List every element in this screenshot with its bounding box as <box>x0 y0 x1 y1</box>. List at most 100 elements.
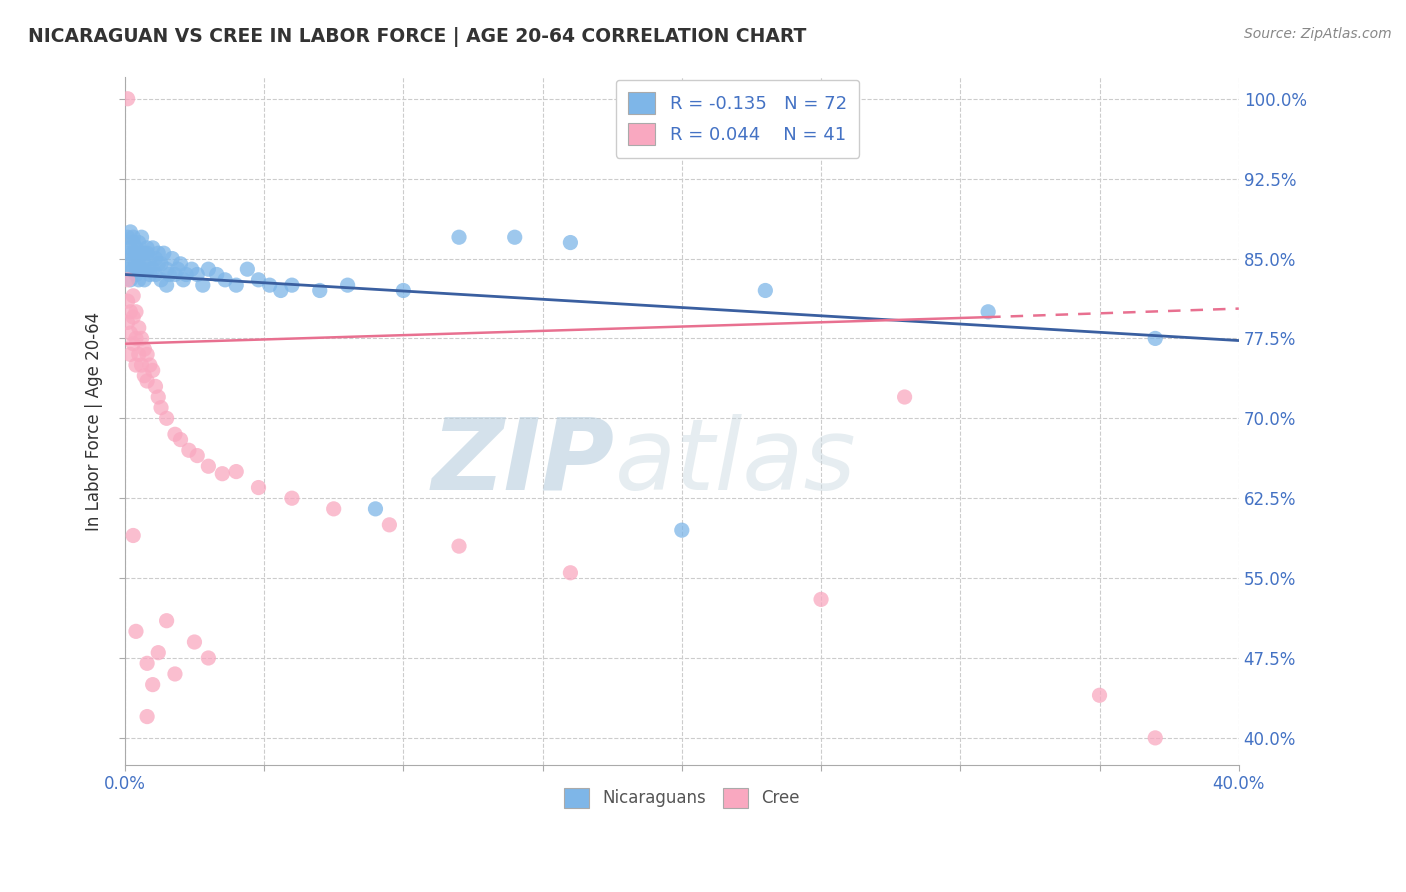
Point <box>122 310 145 325</box>
Point <box>174 268 197 282</box>
Point <box>308 284 330 298</box>
Point <box>128 252 150 266</box>
Point <box>281 278 304 293</box>
Point <box>117 92 139 106</box>
Point <box>392 284 415 298</box>
Point <box>120 347 142 361</box>
Point <box>155 278 177 293</box>
Point <box>122 262 145 277</box>
Point <box>163 268 186 282</box>
Point <box>197 459 219 474</box>
Point <box>1144 731 1167 745</box>
Point <box>125 246 148 260</box>
Point <box>1088 688 1111 702</box>
Point <box>131 230 153 244</box>
Point <box>378 517 401 532</box>
Point <box>125 241 148 255</box>
Text: Source: ZipAtlas.com: Source: ZipAtlas.com <box>1244 27 1392 41</box>
Point <box>117 315 139 329</box>
Point <box>148 257 170 271</box>
Point <box>447 539 470 553</box>
Point <box>125 624 148 639</box>
Text: NICARAGUAN VS CREE IN LABOR FORCE | AGE 20-64 CORRELATION CHART: NICARAGUAN VS CREE IN LABOR FORCE | AGE … <box>28 27 807 46</box>
Point <box>136 709 159 723</box>
Point <box>120 326 142 340</box>
Point <box>145 268 167 282</box>
Point <box>155 614 177 628</box>
Point <box>117 230 139 244</box>
Point <box>148 246 170 260</box>
Point <box>186 449 208 463</box>
Point <box>125 358 148 372</box>
Point <box>150 401 173 415</box>
Point <box>364 501 387 516</box>
Point <box>336 278 359 293</box>
Point <box>503 230 526 244</box>
Point <box>125 257 148 271</box>
Point <box>205 268 228 282</box>
Point <box>136 657 159 671</box>
Point <box>136 262 159 277</box>
Point <box>120 225 142 239</box>
Point <box>447 230 470 244</box>
Point <box>148 390 170 404</box>
Point <box>145 379 167 393</box>
Point <box>148 646 170 660</box>
Point <box>122 246 145 260</box>
Point <box>142 678 165 692</box>
Point <box>117 246 139 260</box>
Point <box>120 273 142 287</box>
Legend: Nicaraguans, Cree: Nicaraguans, Cree <box>557 780 806 814</box>
Point <box>163 667 186 681</box>
Point <box>125 331 148 345</box>
Point <box>197 651 219 665</box>
Point <box>120 241 142 255</box>
Point <box>155 262 177 277</box>
Point <box>977 305 1000 319</box>
Point <box>139 268 162 282</box>
Point <box>259 278 281 293</box>
Point <box>236 262 259 277</box>
Point <box>560 566 582 580</box>
Point <box>172 273 194 287</box>
Point <box>139 252 162 266</box>
Point <box>155 411 177 425</box>
Point <box>122 289 145 303</box>
Point <box>128 273 150 287</box>
Point <box>1144 331 1167 345</box>
Point <box>134 368 156 383</box>
Point <box>169 257 191 271</box>
Point <box>122 252 145 266</box>
Point <box>120 305 142 319</box>
Y-axis label: In Labor Force | Age 20-64: In Labor Force | Age 20-64 <box>86 311 103 531</box>
Point <box>153 246 176 260</box>
Point <box>131 262 153 277</box>
Point <box>281 491 304 506</box>
Point <box>197 262 219 277</box>
Point <box>754 284 776 298</box>
Point <box>270 284 292 298</box>
Point <box>150 257 173 271</box>
Point <box>136 246 159 260</box>
Point <box>131 358 153 372</box>
Point <box>134 257 156 271</box>
Point <box>122 336 145 351</box>
Point <box>128 235 150 250</box>
Point <box>125 305 148 319</box>
Point <box>128 320 150 334</box>
Point <box>117 273 139 287</box>
Point <box>247 481 270 495</box>
Text: atlas: atlas <box>614 414 856 511</box>
Point <box>136 347 159 361</box>
Point <box>322 501 344 516</box>
Point <box>134 246 156 260</box>
Point <box>120 257 142 271</box>
Point <box>122 235 145 250</box>
Point <box>247 273 270 287</box>
Point <box>136 374 159 388</box>
Point <box>810 592 832 607</box>
Point <box>139 358 162 372</box>
Point <box>128 347 150 361</box>
Text: ZIP: ZIP <box>432 414 614 511</box>
Point <box>169 433 191 447</box>
